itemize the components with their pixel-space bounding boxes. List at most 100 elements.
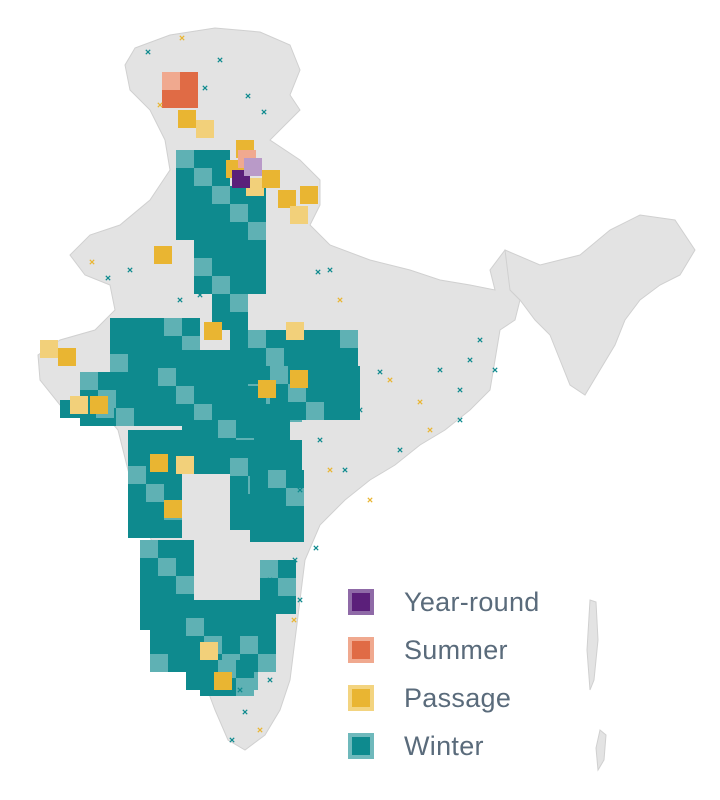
winter-cell bbox=[128, 448, 146, 466]
winter-cell bbox=[266, 440, 284, 458]
winter-cell bbox=[128, 336, 146, 354]
winter-cell bbox=[168, 600, 186, 618]
passage-cell bbox=[214, 672, 232, 690]
winter-cell bbox=[248, 366, 266, 384]
winter-cell bbox=[134, 408, 152, 426]
record-cross-icon bbox=[202, 85, 208, 91]
winter-cell bbox=[182, 420, 200, 438]
winter-cell bbox=[158, 350, 176, 368]
record-cross-icon bbox=[492, 367, 498, 373]
record-cross-icon bbox=[342, 467, 348, 473]
record-cross-icon bbox=[237, 687, 243, 693]
record-cross-icon bbox=[127, 267, 133, 273]
winter-cell-light bbox=[80, 372, 98, 390]
winter-cell-light bbox=[194, 168, 212, 186]
winter-cell bbox=[116, 372, 134, 390]
winter-cell bbox=[200, 438, 218, 456]
record-cross-icon bbox=[217, 57, 223, 63]
passage-cell bbox=[40, 340, 58, 358]
passage-cell bbox=[200, 642, 218, 660]
winter-cell bbox=[182, 318, 200, 336]
record-cross-icon bbox=[317, 437, 323, 443]
passage-cell bbox=[164, 500, 182, 518]
summer-cell bbox=[162, 72, 180, 90]
record-cross-icon bbox=[377, 369, 383, 375]
winter-cell bbox=[322, 348, 340, 366]
winter-swatch bbox=[348, 733, 374, 759]
winter-cell bbox=[194, 240, 212, 258]
winter-cell bbox=[304, 330, 322, 348]
winter-cell bbox=[194, 222, 212, 240]
winter-cell-light bbox=[230, 204, 248, 222]
winter-cell bbox=[128, 354, 146, 372]
winter-cell bbox=[200, 660, 218, 678]
winter-cell bbox=[176, 558, 194, 576]
record-cross-icon bbox=[242, 709, 248, 715]
winter-cell bbox=[342, 366, 360, 384]
winter-cell bbox=[176, 168, 194, 186]
winter-cell bbox=[146, 502, 164, 520]
record-cross-icon bbox=[387, 377, 393, 383]
occurrence-cells bbox=[40, 72, 360, 696]
winter-cell bbox=[230, 186, 248, 204]
winter-cell bbox=[164, 520, 182, 538]
passage-cell bbox=[258, 380, 276, 398]
winter-cell bbox=[186, 636, 204, 654]
winter-cell-light bbox=[230, 294, 248, 312]
winter-cell-light bbox=[260, 560, 278, 578]
winter-cell bbox=[248, 404, 266, 422]
passage-cell bbox=[196, 120, 214, 138]
record-cross-icon bbox=[229, 737, 235, 743]
winter-cell bbox=[230, 366, 248, 384]
winter-cell bbox=[176, 204, 194, 222]
winter-cell bbox=[128, 484, 146, 502]
passage-cell bbox=[176, 456, 194, 474]
legend-label: Winter bbox=[404, 730, 484, 761]
winter-cell-light bbox=[268, 470, 286, 488]
winter-cell-light bbox=[306, 402, 324, 420]
legend-item-summer: Summer bbox=[348, 626, 648, 674]
legend-item-winter: Winter bbox=[348, 722, 648, 770]
passage-cell bbox=[262, 170, 280, 188]
winter-cell bbox=[248, 240, 266, 258]
record-cross-icon bbox=[105, 275, 111, 281]
winter-cell bbox=[342, 384, 360, 402]
record-cross-icon bbox=[291, 617, 297, 623]
winter-cell bbox=[260, 578, 278, 596]
passage-cell bbox=[58, 348, 76, 366]
record-cross-icon bbox=[157, 102, 163, 108]
record-cross-icon bbox=[417, 399, 423, 405]
passage-cell bbox=[178, 110, 196, 128]
record-cross-icon bbox=[197, 292, 203, 298]
winter-cell bbox=[212, 386, 230, 404]
winter-cell bbox=[168, 654, 186, 672]
winter-cell bbox=[340, 348, 358, 366]
winter-cell bbox=[230, 386, 248, 404]
passage-cell bbox=[154, 246, 172, 264]
winter-cell bbox=[204, 618, 222, 636]
winter-cell bbox=[158, 540, 176, 558]
winter-cell bbox=[304, 348, 322, 366]
winter-cell-light bbox=[150, 654, 168, 672]
passage-cell bbox=[246, 178, 264, 196]
winter-cell bbox=[164, 336, 182, 354]
winter-cell bbox=[248, 348, 266, 366]
winter-cell-light bbox=[278, 578, 296, 596]
winter-cell-light bbox=[194, 404, 212, 422]
winter-cell-light bbox=[158, 368, 176, 386]
winter-cell bbox=[186, 600, 204, 618]
record-cross-icon bbox=[327, 267, 333, 273]
record-cross-icon bbox=[145, 49, 151, 55]
winter-cell bbox=[270, 402, 288, 420]
winter-cell bbox=[212, 258, 230, 276]
winter-cell bbox=[110, 336, 128, 354]
winter-cell bbox=[110, 318, 128, 336]
winter-cell bbox=[324, 402, 342, 420]
record-cross-icon bbox=[357, 407, 363, 413]
winter-cell bbox=[158, 576, 176, 594]
record-cross-icon bbox=[179, 35, 185, 41]
winter-cell bbox=[286, 524, 304, 542]
winter-cell-light bbox=[270, 366, 288, 384]
winter-cell bbox=[200, 456, 218, 474]
